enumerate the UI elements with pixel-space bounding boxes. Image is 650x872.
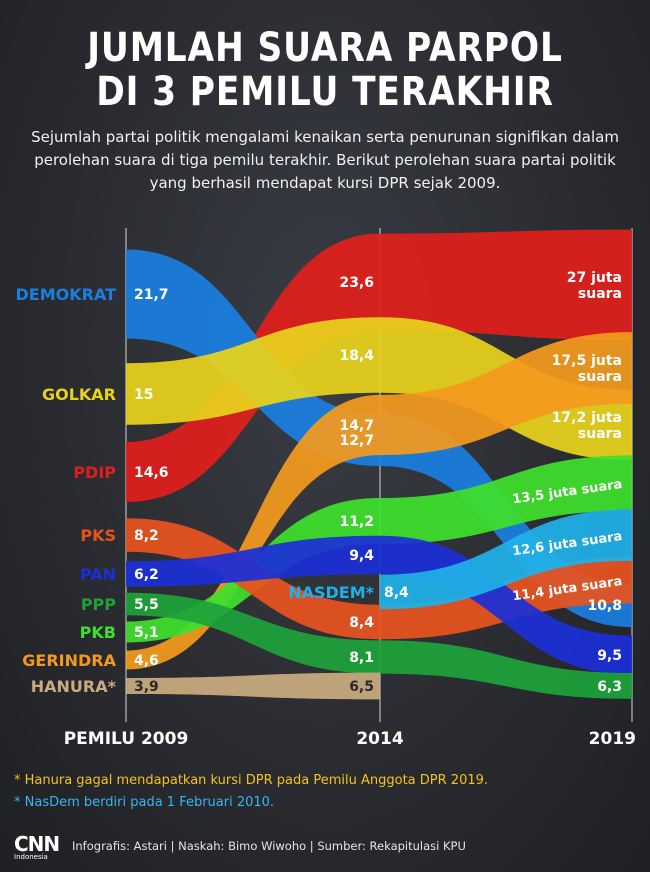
title-line-1: JUMLAH SUARA PARPOL [87, 25, 563, 71]
party-label-demokrat: DEMOKRAT [15, 285, 116, 304]
party-label-pdip: PDIP [73, 463, 116, 482]
value-label: 14,6 [134, 465, 169, 481]
band-pan [126, 535, 632, 675]
credits: Infografis: Astari | Naskah: Bimo Wiwoho… [72, 839, 466, 853]
value-label: 15 [134, 387, 153, 403]
value-label: 6,3 [597, 679, 622, 695]
subtitle: Sejumlah partai politik mengalami kenaik… [31, 128, 619, 192]
value-label: 3,9 [134, 679, 159, 695]
value-label: 8,4 [384, 585, 409, 601]
x-axis-label-0: PEMILU 2009 [64, 729, 189, 749]
value-label: 23,6 [339, 275, 374, 291]
sankey-chart: DEMOKRAT GOLKAR PDIP PKS PAN PPP PKB GERINDRA HA… [15, 228, 636, 749]
party-label-hanura: HANURA* [31, 677, 117, 696]
value-label: 6,2 [134, 567, 159, 583]
value-label: 8,4 [349, 615, 374, 631]
party-label-nasdem: NASDEM* [288, 583, 374, 602]
band-pdip [126, 229, 632, 502]
value-label: 17,5 juta [552, 353, 622, 369]
band-hanura [126, 672, 380, 700]
value-label: 5,1 [134, 625, 159, 641]
notes: * Hanura gagal mendapatkan kursi DPR pad… [14, 770, 488, 814]
party-label-pks: PKS [80, 526, 116, 545]
cnn-logo-text: CNN [14, 832, 60, 856]
note-hanura: * Hanura gagal mendapatkan kursi DPR pad… [14, 773, 489, 788]
title-line-2: DI 3 PEMILU TERAKHIR [96, 69, 554, 115]
value-label: 21,7 [134, 287, 169, 303]
value-label: 9,4 [349, 548, 374, 564]
band-pkb [126, 455, 632, 643]
value-label: 17,2 juta [552, 410, 622, 426]
x-axis-label-2: 2019 [589, 729, 636, 749]
party-label-golkar: GOLKAR [42, 385, 116, 404]
value-label: 9,5 [597, 648, 622, 664]
cnn-logo-sub: Indonesia [14, 853, 48, 861]
value-label: 5,5 [134, 597, 159, 613]
value-label: suara [578, 369, 622, 385]
value-label: 8,2 [134, 528, 159, 544]
value-label: 11,2 [339, 514, 374, 530]
party-label-gerindra: GERINDRA [22, 651, 116, 670]
band-nasdem [380, 509, 632, 610]
value-label: suara [578, 426, 622, 442]
value-label: 10,8 [587, 598, 622, 614]
footer: CNN Indonesia Infografis: Astari | Naska… [14, 830, 634, 864]
x-axis-label-1: 2014 [356, 729, 403, 749]
value-label: 27 juta [567, 270, 622, 286]
party-label-ppp: PPP [81, 595, 116, 614]
value-label: 6,5 [349, 679, 374, 695]
value-label: 4,6 [134, 653, 159, 669]
cnn-logo: CNN Indonesia [14, 832, 60, 864]
value-label: 14,7 [339, 418, 374, 434]
value-label: suara [578, 286, 622, 302]
party-label-pkb: PKB [80, 623, 116, 642]
party-label-pan: PAN [80, 565, 116, 584]
note-nasdem: * NasDem berdiri pada 1 Februari 2010. [14, 795, 275, 810]
band-gerindra [126, 332, 632, 670]
value-label: 8,1 [349, 650, 374, 666]
value-label: 12,7 [339, 433, 374, 449]
band-ppp [126, 592, 632, 699]
value-label: 18,4 [339, 348, 374, 364]
